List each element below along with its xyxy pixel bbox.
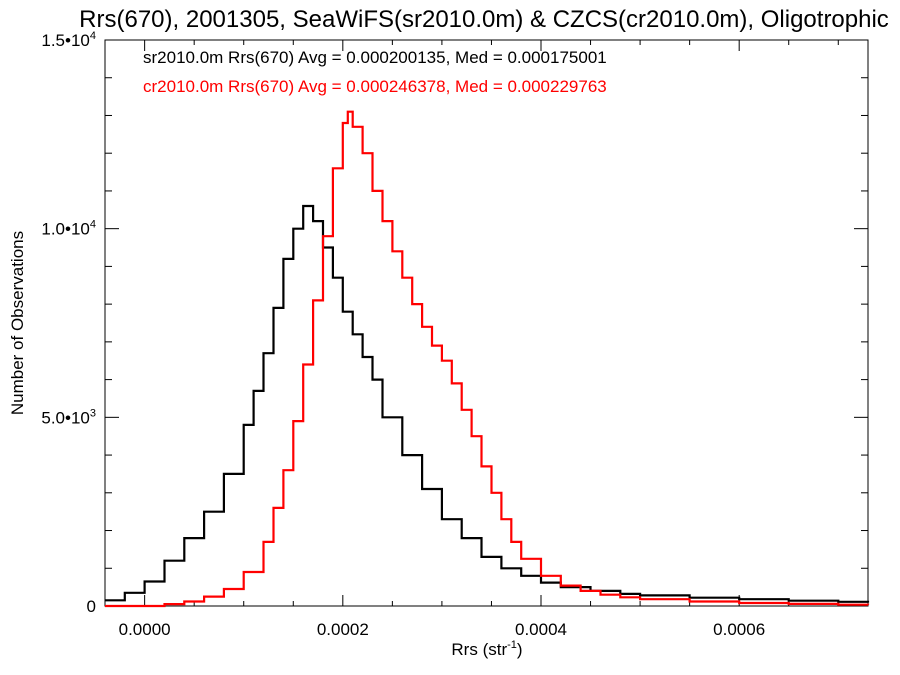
legend-entry-1: sr2010.0m Rrs(670) Avg = 0.000200135, Me…	[143, 48, 607, 67]
y-axis-label: Number of Observations	[8, 231, 27, 415]
axis-tick-labels: 0.0000 0.0002 0.0004 0.000605.0•1031.0•1041…	[41, 30, 765, 639]
series-line-2	[105, 110, 870, 608]
y-tick-label-base: 0	[87, 597, 96, 616]
y-tick-label: 0	[87, 597, 96, 616]
x-axis-label-base: Rrs (str	[451, 640, 507, 659]
x-tick-label: 0.0000	[119, 620, 171, 639]
y-tick-label-exponent: 4	[90, 219, 96, 231]
y-tick-label-base: 1.5•10	[41, 31, 90, 50]
chart-title: Rrs(670), 2001305, SeaWiFS(sr2010.0m) & …	[79, 6, 889, 33]
x-tick-label: 0.0004	[515, 620, 567, 639]
x-axis-label-superscript: -1	[507, 639, 517, 651]
legend-entry-2: cr2010.0m Rrs(670) Avg = 0.000246378, Me…	[143, 77, 607, 96]
plot-frame	[104, 39, 869, 607]
axis-ticks	[105, 39, 868, 607]
legend: sr2010.0m Rrs(670) Avg = 0.000200135, Me…	[143, 48, 607, 96]
y-tick-label: 1.0•104	[41, 219, 96, 239]
y-tick-label-base: 5.0•10	[41, 408, 90, 427]
y-tick-label: 1.5•104	[41, 30, 96, 50]
x-tick-label: 0.0006	[713, 620, 765, 639]
x-axis-label: Rrs (str-1)	[451, 639, 522, 659]
y-tick-label: 5.0•103	[41, 407, 96, 427]
series-line-1	[105, 204, 870, 603]
x-tick-label: 0.0002	[317, 620, 369, 639]
y-tick-label-base: 1.0•10	[41, 220, 90, 239]
y-tick-label-exponent: 4	[90, 30, 96, 42]
series-lines	[105, 110, 870, 608]
x-axis-label-tail: )	[517, 640, 523, 659]
y-tick-label-exponent: 3	[90, 407, 96, 419]
